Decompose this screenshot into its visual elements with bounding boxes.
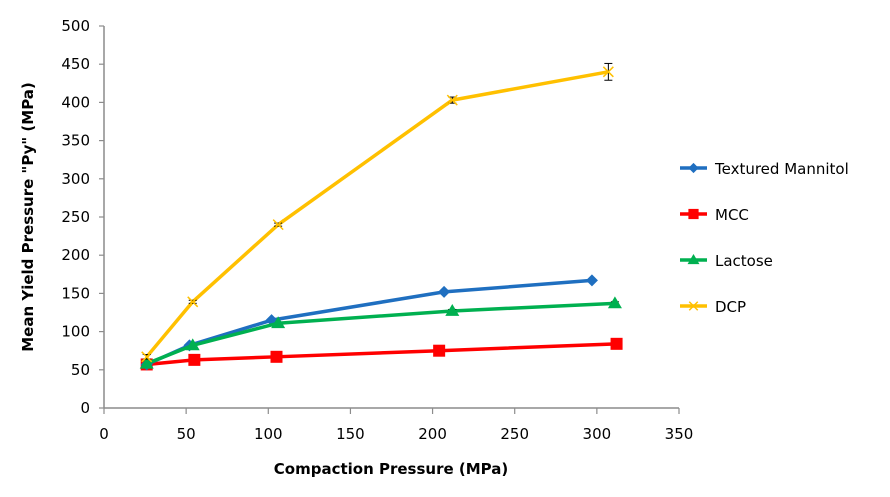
y-tick-label: 150 (61, 284, 90, 302)
x-tick-label: 350 (665, 425, 694, 443)
y-tick-label: 0 (80, 399, 90, 417)
y-tick-label: 500 (61, 17, 90, 35)
data-point-lactose (139, 356, 154, 369)
axes: 0 50 100 150 200 250 300 350 400 450 500 0 50 100 150 2… (61, 17, 693, 443)
series-line-dcp (145, 70, 609, 358)
legend-item-lactose: Lactose (680, 252, 773, 270)
x-tick-label: 300 (583, 425, 612, 443)
y-tick-label: 200 (61, 246, 90, 264)
y-tick-label: 50 (71, 361, 90, 379)
data-point-mcc (433, 344, 446, 357)
x-tick-label: 50 (177, 425, 196, 443)
y-tick-label: 250 (61, 208, 90, 226)
series-line-mcc (146, 342, 617, 367)
y-tick-label: 450 (61, 55, 90, 73)
data-point-dcp (602, 66, 614, 78)
x-tick-label: 150 (336, 425, 365, 443)
data-point-lactose (271, 316, 286, 329)
data-point-lactose (445, 303, 460, 316)
x-axis-title: Compaction Pressure (MPa) (274, 460, 508, 478)
x-tick-label: 200 (418, 425, 447, 443)
legend-item-mcc: MCC (680, 206, 749, 224)
legend-marker-icon (688, 301, 699, 311)
y-tick-label: 350 (61, 132, 90, 150)
legend-marker-icon (688, 208, 699, 220)
series-layer (139, 62, 623, 371)
data-point-dcp (446, 94, 458, 106)
legend-label: MCC (715, 206, 749, 224)
data-point-textured-mannitol (585, 274, 598, 287)
x-tick-label: 0 (99, 425, 109, 443)
data-point-dcp (141, 351, 153, 363)
legend-marker-icon (688, 162, 699, 174)
data-point-dcp (272, 219, 284, 231)
data-point-mcc (188, 353, 201, 366)
legend-label: DCP (715, 298, 746, 316)
legend-marker-icon (687, 254, 700, 265)
y-tick-label: 400 (61, 93, 90, 111)
legend-label: Lactose (715, 252, 773, 270)
y-tick-label: 300 (61, 170, 90, 188)
x-tick-label: 100 (254, 425, 283, 443)
legend-item-textured-mannitol: Textured Mannitol (680, 160, 849, 178)
y-tick-label: 100 (61, 323, 90, 341)
legend-item-dcp: DCP (680, 298, 746, 316)
data-point-lactose (185, 338, 200, 351)
data-point-textured-mannitol (438, 285, 451, 298)
y-axis-title: Mean Yield Pressure "Py" (MPa) (19, 82, 37, 352)
data-point-mcc (270, 350, 283, 363)
series-lactose (139, 296, 622, 369)
data-point-lactose (607, 296, 622, 309)
series-dcp (141, 62, 614, 363)
data-point-dcp (187, 296, 199, 308)
series-mcc (140, 337, 623, 371)
legend: Textured Mannitol MCC Lactose DCP (680, 160, 849, 316)
data-point-mcc (610, 337, 623, 350)
legend-label: Textured Mannitol (714, 160, 849, 178)
x-tick-label: 250 (500, 425, 529, 443)
